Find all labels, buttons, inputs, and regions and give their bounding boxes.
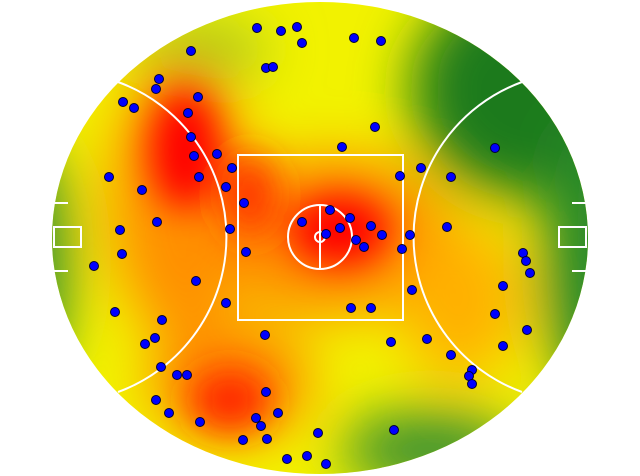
point — [117, 249, 127, 259]
point — [172, 370, 182, 380]
point — [389, 425, 399, 435]
point — [137, 185, 147, 195]
point — [152, 217, 162, 227]
point — [302, 451, 312, 461]
point — [186, 46, 196, 56]
point — [241, 247, 251, 257]
point — [262, 434, 272, 444]
point — [273, 408, 283, 418]
point — [212, 149, 222, 159]
point — [490, 143, 500, 153]
point — [238, 435, 248, 445]
point — [446, 350, 456, 360]
point — [239, 198, 249, 208]
point — [525, 268, 535, 278]
point — [345, 213, 355, 223]
point — [405, 230, 415, 240]
point — [89, 261, 99, 271]
point — [225, 224, 235, 234]
point — [282, 454, 292, 464]
point — [193, 92, 203, 102]
point — [221, 298, 231, 308]
point — [252, 23, 262, 33]
point — [164, 408, 174, 418]
point — [292, 22, 302, 32]
point — [335, 223, 345, 233]
point — [104, 172, 114, 182]
point — [268, 62, 278, 72]
point — [297, 38, 307, 48]
point — [377, 230, 387, 240]
point — [422, 334, 432, 344]
point — [140, 339, 150, 349]
point — [297, 217, 307, 227]
point — [151, 84, 161, 94]
point — [313, 428, 323, 438]
point — [490, 309, 500, 319]
point — [395, 171, 405, 181]
point — [521, 256, 531, 266]
point — [366, 303, 376, 313]
point — [154, 74, 164, 84]
point — [227, 163, 237, 173]
point — [256, 421, 266, 431]
point — [325, 205, 335, 215]
point — [156, 362, 166, 372]
point — [498, 341, 508, 351]
point — [189, 151, 199, 161]
point — [129, 103, 139, 113]
point — [522, 325, 532, 335]
point — [260, 330, 270, 340]
point — [498, 281, 508, 291]
point — [118, 97, 128, 107]
point — [321, 229, 331, 239]
point — [467, 379, 477, 389]
point — [321, 459, 331, 469]
point — [346, 303, 356, 313]
point — [191, 276, 201, 286]
point — [276, 26, 286, 36]
point — [386, 337, 396, 347]
point — [351, 235, 361, 245]
point — [251, 413, 261, 423]
point — [337, 142, 347, 152]
point — [157, 315, 167, 325]
point — [194, 172, 204, 182]
point — [359, 242, 369, 252]
point — [221, 182, 231, 192]
point — [416, 163, 426, 173]
point — [446, 172, 456, 182]
point — [183, 108, 193, 118]
point — [397, 244, 407, 254]
point — [115, 225, 125, 235]
point — [366, 221, 376, 231]
point — [376, 36, 386, 46]
point — [186, 132, 196, 142]
point — [349, 33, 359, 43]
point — [407, 285, 417, 295]
point — [182, 370, 192, 380]
point — [261, 387, 271, 397]
point — [442, 222, 452, 232]
point — [151, 395, 161, 405]
point — [370, 122, 380, 132]
point — [110, 307, 120, 317]
point — [195, 417, 205, 427]
point — [150, 333, 160, 343]
